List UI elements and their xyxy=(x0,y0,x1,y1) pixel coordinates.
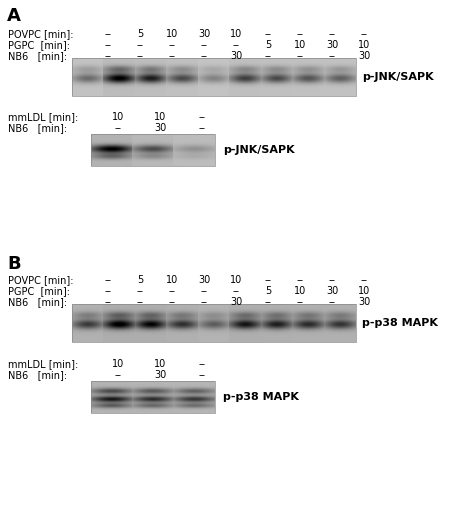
Text: --: -- xyxy=(264,51,272,61)
Text: --: -- xyxy=(264,297,272,307)
Text: 30: 30 xyxy=(198,29,210,39)
Text: --: -- xyxy=(328,29,336,39)
Text: 10: 10 xyxy=(112,359,124,369)
Bar xyxy=(72,304,356,342)
Text: 10: 10 xyxy=(154,112,166,122)
Text: --: -- xyxy=(137,51,144,61)
Text: PGPC  [min]:: PGPC [min]: xyxy=(8,286,70,296)
Text: --: -- xyxy=(297,275,303,285)
Text: 10: 10 xyxy=(358,286,370,296)
Text: 10: 10 xyxy=(358,40,370,50)
Text: 10: 10 xyxy=(294,286,306,296)
Text: 5: 5 xyxy=(265,286,271,296)
Text: NB6   [min]:: NB6 [min]: xyxy=(8,123,67,133)
Text: --: -- xyxy=(137,286,144,296)
Text: p-JNK/SAPK: p-JNK/SAPK xyxy=(362,72,434,82)
Text: mmLDL [min]:: mmLDL [min]: xyxy=(8,112,78,122)
Text: POVPC [min]:: POVPC [min]: xyxy=(8,29,73,39)
Text: 30: 30 xyxy=(326,286,338,296)
Text: PGPC  [min]:: PGPC [min]: xyxy=(8,40,70,50)
Text: --: -- xyxy=(233,40,239,50)
Text: A: A xyxy=(7,7,21,25)
Text: --: -- xyxy=(104,40,111,50)
Text: --: -- xyxy=(328,297,336,307)
Text: 10: 10 xyxy=(294,40,306,50)
Text: 5: 5 xyxy=(265,40,271,50)
Text: --: -- xyxy=(199,370,206,380)
Text: --: -- xyxy=(297,297,303,307)
Text: 5: 5 xyxy=(137,275,143,285)
Text: --: -- xyxy=(264,275,272,285)
Text: --: -- xyxy=(104,275,111,285)
Text: --: -- xyxy=(168,297,175,307)
Bar xyxy=(72,58,356,96)
Bar xyxy=(91,381,215,413)
Text: --: -- xyxy=(297,29,303,39)
Text: --: -- xyxy=(361,29,367,39)
Text: NB6   [min]:: NB6 [min]: xyxy=(8,51,67,61)
Text: --: -- xyxy=(115,370,121,380)
Text: --: -- xyxy=(137,297,144,307)
Text: mmLDL [min]:: mmLDL [min]: xyxy=(8,359,78,369)
Text: NB6   [min]:: NB6 [min]: xyxy=(8,370,67,380)
Text: --: -- xyxy=(199,112,206,122)
Text: 10: 10 xyxy=(154,359,166,369)
Text: 10: 10 xyxy=(166,29,178,39)
Text: --: -- xyxy=(297,51,303,61)
Text: 30: 30 xyxy=(326,40,338,50)
Text: 10: 10 xyxy=(166,275,178,285)
Text: --: -- xyxy=(168,286,175,296)
Text: --: -- xyxy=(199,123,206,133)
Text: 30: 30 xyxy=(230,297,242,307)
Text: --: -- xyxy=(115,123,121,133)
Text: --: -- xyxy=(233,286,239,296)
Text: 30: 30 xyxy=(358,297,370,307)
Bar xyxy=(91,134,215,166)
Text: --: -- xyxy=(201,40,208,50)
Text: --: -- xyxy=(168,40,175,50)
Text: --: -- xyxy=(199,359,206,369)
Text: --: -- xyxy=(104,286,111,296)
Text: p-p38 MAPK: p-p38 MAPK xyxy=(362,318,438,328)
Text: --: -- xyxy=(201,297,208,307)
Text: --: -- xyxy=(201,51,208,61)
Text: --: -- xyxy=(328,275,336,285)
Text: 30: 30 xyxy=(230,51,242,61)
Text: 5: 5 xyxy=(137,29,143,39)
Text: --: -- xyxy=(201,286,208,296)
Text: 30: 30 xyxy=(154,370,166,380)
Text: 10: 10 xyxy=(112,112,124,122)
Text: --: -- xyxy=(104,29,111,39)
Text: p-p38 MAPK: p-p38 MAPK xyxy=(223,392,299,402)
Text: B: B xyxy=(7,255,21,273)
Text: 30: 30 xyxy=(154,123,166,133)
Text: --: -- xyxy=(328,51,336,61)
Text: NB6   [min]:: NB6 [min]: xyxy=(8,297,67,307)
Text: 10: 10 xyxy=(230,275,242,285)
Text: POVPC [min]:: POVPC [min]: xyxy=(8,275,73,285)
Text: --: -- xyxy=(264,29,272,39)
Text: p-JNK/SAPK: p-JNK/SAPK xyxy=(223,145,295,155)
Text: --: -- xyxy=(104,51,111,61)
Text: --: -- xyxy=(361,275,367,285)
Text: --: -- xyxy=(137,40,144,50)
Text: 30: 30 xyxy=(358,51,370,61)
Text: 30: 30 xyxy=(198,275,210,285)
Text: --: -- xyxy=(168,51,175,61)
Text: --: -- xyxy=(104,297,111,307)
Text: 10: 10 xyxy=(230,29,242,39)
